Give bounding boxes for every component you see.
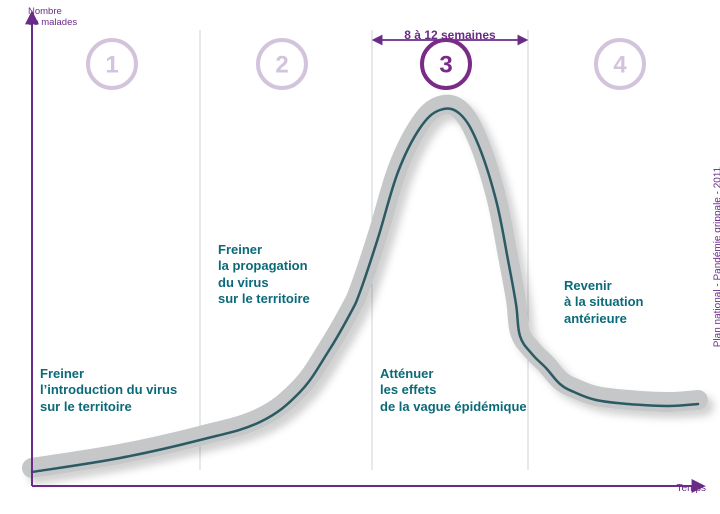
phase-number: 1 [105, 52, 118, 79]
phase-circle-1: 1 [88, 40, 136, 88]
chart-svg: 1 2 3 4 [0, 0, 720, 514]
phase-number: 3 [439, 52, 452, 79]
phase-number: 2 [275, 52, 288, 79]
pandemic-phase-diagram: Nombre de malades Temps 8 à 12 semaines … [0, 0, 720, 514]
phase-circle-3: 3 [422, 40, 470, 88]
epidemic-curve-band [32, 105, 698, 468]
phase-number: 4 [613, 52, 627, 79]
phase-circle-4: 4 [596, 40, 644, 88]
phase-circle-2: 2 [258, 40, 306, 88]
